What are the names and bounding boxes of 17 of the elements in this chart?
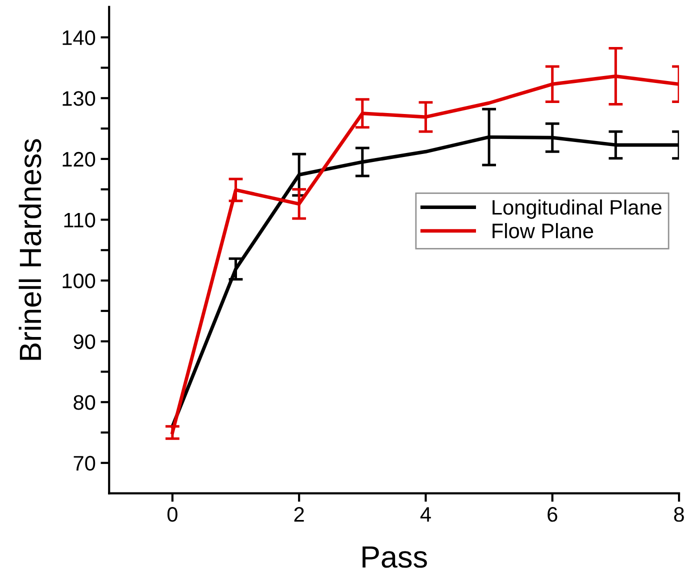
legend-label: Flow Plane: [492, 223, 594, 238]
x-tick-label: 6: [548, 507, 558, 522]
y-tick-label: 110: [64, 212, 96, 228]
x-tick-label: 2: [294, 507, 304, 522]
y-tick-label: 100: [62, 274, 96, 288]
x-tick-label: 4: [420, 507, 431, 522]
x-axis-title: Pass: [362, 546, 427, 568]
legend-label: Longitudinal Plane: [492, 199, 662, 219]
y-tick-label: 70: [74, 456, 96, 471]
y-tick-label: 80: [74, 395, 96, 410]
y-tick-label: 130: [62, 91, 96, 106]
x-tick-label: 8: [674, 507, 684, 522]
y-axis-title: Brinell Hardness: [18, 139, 42, 360]
y-tick-label: 140: [62, 30, 96, 46]
y-tick-label: 90: [74, 334, 96, 350]
y-tick-label: 120: [62, 152, 96, 167]
x-tick-label: 0: [167, 507, 178, 522]
